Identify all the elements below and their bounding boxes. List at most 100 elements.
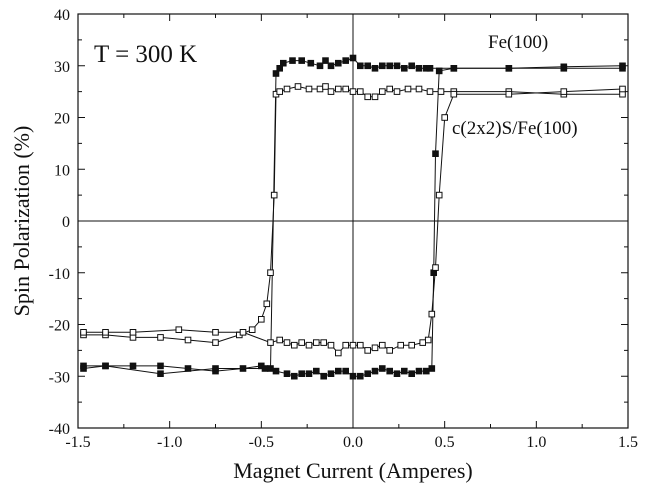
data-point — [357, 341, 364, 349]
data-point — [280, 59, 287, 67]
data-point — [313, 367, 320, 375]
y-tick-label: -10 — [49, 266, 70, 283]
data-point — [305, 370, 313, 377]
data-point — [401, 65, 408, 72]
data-point — [294, 83, 302, 90]
fe100-series-label: Fe(100) — [488, 32, 548, 53]
data-point — [283, 339, 291, 346]
data-point — [450, 90, 458, 98]
data-point — [335, 349, 342, 357]
data-point — [298, 339, 305, 346]
data-point — [432, 264, 439, 271]
data-point — [342, 341, 349, 349]
data-point — [441, 114, 448, 121]
data-point — [157, 334, 164, 341]
data-point — [342, 367, 349, 375]
data-point — [435, 67, 443, 75]
data-point — [157, 370, 164, 377]
data-point — [258, 316, 265, 323]
series-line — [83, 67, 623, 377]
axis-ticks: -1.5 -1.0 -0.5 0.0 0.5 1.0 1.5 40 30 20 10 0 -10 -20 -… — [49, 7, 638, 451]
data-point — [320, 339, 327, 346]
data-point — [335, 367, 342, 375]
data-point — [316, 85, 324, 93]
data-point — [272, 70, 280, 77]
data-point — [313, 339, 320, 346]
data-point — [386, 347, 393, 354]
data-point — [397, 341, 404, 349]
data-point — [364, 347, 371, 354]
data-point — [327, 62, 335, 70]
data-point — [435, 191, 443, 199]
data-point — [415, 367, 423, 375]
y-tick-label: -40 — [49, 421, 70, 438]
data-point — [386, 367, 393, 375]
data-point — [327, 370, 335, 377]
data-point — [335, 59, 342, 67]
data-point — [357, 88, 364, 95]
data-point — [386, 85, 393, 93]
data-point — [393, 88, 401, 95]
data-point — [404, 85, 412, 93]
data-point — [184, 336, 192, 344]
data-point — [379, 62, 386, 70]
data-point — [428, 365, 436, 372]
data-point — [426, 65, 434, 72]
data-point — [129, 362, 137, 370]
x-tick-label: 0.5 — [435, 434, 455, 451]
y-tick-label: 40 — [54, 7, 70, 24]
data-point — [316, 62, 324, 70]
x-tick-label: 0.0 — [343, 434, 363, 451]
data-point — [393, 62, 401, 70]
data-point — [212, 339, 219, 346]
data-point — [357, 62, 364, 70]
data-point — [129, 329, 137, 336]
data-point — [272, 367, 280, 375]
data-point — [276, 88, 283, 95]
data-point — [415, 65, 423, 72]
data-point — [371, 367, 379, 375]
data-point — [263, 300, 271, 308]
data-point — [157, 362, 164, 370]
data-point — [289, 57, 296, 64]
data-point — [379, 88, 386, 95]
data-point — [80, 329, 87, 336]
data-point — [364, 370, 371, 377]
data-point — [408, 370, 415, 377]
data-point — [364, 93, 371, 101]
data-point — [371, 65, 379, 72]
data-point — [415, 85, 423, 93]
data-point — [267, 269, 274, 276]
data-point — [408, 62, 415, 70]
data-point — [349, 341, 357, 349]
data-point — [432, 150, 439, 157]
data-point — [291, 341, 298, 349]
data-point — [371, 344, 379, 352]
data-point — [327, 341, 335, 349]
data-point — [349, 54, 357, 62]
data-point — [342, 85, 349, 93]
data-point — [298, 57, 305, 64]
data-point — [619, 65, 626, 72]
data-point — [276, 336, 283, 344]
data-point — [320, 372, 327, 380]
sulfur-series-label: c(2x2)S/Fe(100) — [452, 118, 578, 139]
series-sulfur-fe100 — [80, 83, 626, 357]
data-point — [80, 365, 87, 372]
data-point — [393, 370, 401, 377]
x-tick-label: -1.5 — [65, 434, 90, 451]
data-point — [327, 88, 335, 95]
y-tick-label: 30 — [54, 59, 70, 76]
x-tick-label: -1.0 — [157, 434, 182, 451]
data-point — [408, 341, 415, 349]
data-point — [364, 62, 371, 70]
y-tick-label: 20 — [54, 111, 70, 128]
data-point — [291, 372, 298, 380]
data-point — [261, 365, 269, 372]
data-point — [102, 329, 109, 336]
data-point — [505, 90, 513, 98]
data-point — [267, 339, 274, 346]
data-point — [212, 365, 219, 372]
x-tick-label: 1.0 — [526, 434, 546, 451]
data-point — [437, 88, 445, 95]
